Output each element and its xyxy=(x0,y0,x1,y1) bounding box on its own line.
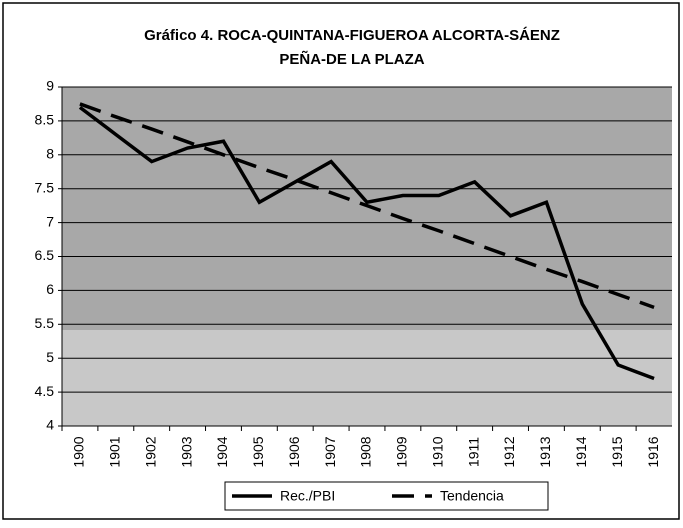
x-tick-label: 1905 xyxy=(250,436,266,467)
y-tick-label: 6 xyxy=(46,281,54,297)
y-tick-label: 5.5 xyxy=(35,315,55,331)
y-tick-label: 5 xyxy=(46,349,54,365)
legend-label: Rec./PBI xyxy=(280,488,335,504)
y-tick-label: 4 xyxy=(46,417,54,433)
x-tick-label: 1907 xyxy=(322,436,338,467)
y-tick-label: 7.5 xyxy=(35,179,55,195)
x-tick-label: 1904 xyxy=(214,436,230,467)
x-tick-label: 1915 xyxy=(609,436,625,467)
x-tick-label: 1902 xyxy=(142,436,158,467)
chart: Gráfico 4. ROCA-QUINTANA-FIGUEROA ALCORT… xyxy=(0,0,683,523)
x-tick-label: 1909 xyxy=(394,436,410,467)
x-tick-label: 1906 xyxy=(286,436,302,467)
chart-title: Gráfico 4. ROCA-QUINTANA-FIGUEROA ALCORT… xyxy=(144,27,560,44)
x-tick-label: 1911 xyxy=(465,437,481,467)
y-tick-label: 8 xyxy=(46,146,54,162)
plot-background-lower xyxy=(62,330,672,426)
x-tick-label: 1910 xyxy=(429,436,445,467)
x-tick-label: 1901 xyxy=(107,436,123,467)
legend-label: Tendencia xyxy=(440,488,504,504)
chart-title: PEÑA-DE LA PLAZA xyxy=(279,50,424,68)
x-tick-label: 1903 xyxy=(178,436,194,467)
x-tick-label: 1900 xyxy=(71,436,87,467)
y-tick-label: 8.5 xyxy=(35,112,55,128)
y-tick-label: 7 xyxy=(46,213,54,229)
y-tick-label: 6.5 xyxy=(35,247,55,263)
x-tick-label: 1908 xyxy=(358,436,374,467)
x-tick-label: 1913 xyxy=(537,436,553,467)
x-tick-label: 1912 xyxy=(501,436,517,467)
y-tick-label: 9 xyxy=(46,78,54,94)
y-tick-label: 4.5 xyxy=(35,383,55,399)
x-tick-label: 1916 xyxy=(645,436,661,467)
x-tick-label: 1914 xyxy=(573,436,589,467)
